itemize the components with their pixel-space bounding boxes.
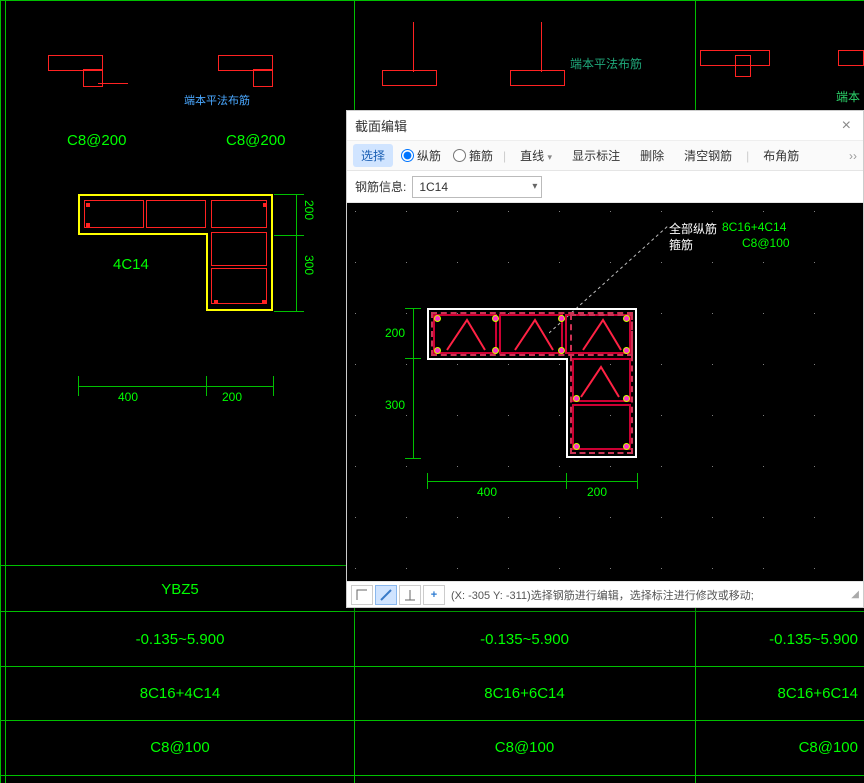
radio-stirrup-input[interactable]	[453, 149, 466, 162]
sb-btn-plus[interactable]: +	[423, 585, 445, 605]
dialog-toolbar: 选择 纵筋 箍筋 | 直线 ▾ 显示标注 删除 清空钢筋 | 布角筋 ››	[347, 141, 863, 171]
top-annot-5: 端本平法布筋	[570, 55, 642, 72]
radio-stirrup[interactable]: 箍筋	[453, 147, 493, 164]
dim-w2: 200	[222, 390, 242, 404]
delete-button[interactable]: 删除	[632, 144, 672, 167]
section-editor-canvas[interactable]: 全部纵筋 8C16+4C14 箍筋 C8@100	[347, 203, 863, 581]
legend-val1: 8C16+4C14	[722, 220, 786, 234]
tbl-r3c3: 8C16+6C14	[695, 668, 864, 718]
dialog-title: 截面编辑	[355, 116, 407, 135]
tbl-r4c1: C8@100	[6, 722, 354, 772]
bar-info-combo[interactable]: 1C14 ▾	[412, 176, 542, 198]
line-button[interactable]: 直线 ▾	[512, 144, 560, 167]
corner-bar-button[interactable]: 布角筋	[755, 144, 807, 167]
left-section-outline2	[78, 233, 208, 235]
radio-longitudinal-label: 纵筋	[417, 147, 441, 164]
dim-h2: 300	[302, 255, 316, 275]
dim-h1: 200	[302, 200, 316, 220]
bar-info-value: 1C14	[419, 180, 448, 194]
show-annot-button[interactable]: 显示标注	[564, 144, 628, 167]
legend-title: 全部纵筋	[669, 220, 717, 237]
section-label-4c14: 4C14	[113, 256, 149, 273]
sb-btn-1[interactable]	[351, 585, 373, 605]
dim-w1: 400	[118, 390, 138, 404]
toolbar-sep-1: |	[503, 149, 506, 163]
tbl-r1c1: YBZ5	[6, 568, 354, 610]
tbl-r4c2: C8@100	[354, 722, 695, 772]
tbl-r3c1: 8C16+4C14	[6, 668, 354, 718]
chevron-down-icon: ▾	[532, 181, 537, 192]
blue-annot-1: 端本平法布筋	[184, 92, 250, 108]
ed-dim-w2: 200	[587, 485, 607, 499]
label-c8-1: C8@200	[67, 132, 126, 149]
ed-dim-h1: 200	[385, 326, 405, 340]
dialog-statusbar: + (X: -305 Y: -311)选择钢筋进行编辑，选择标注进行修改或移动;…	[347, 581, 863, 607]
radio-stirrup-label: 箍筋	[469, 147, 493, 164]
section-outline-step	[427, 358, 568, 360]
top-annot-right: 端本	[836, 88, 860, 105]
toolbar-sep-2: |	[746, 149, 749, 163]
legend-val2: C8@100	[742, 236, 790, 250]
close-icon[interactable]: ×	[838, 117, 855, 135]
legend-sub: 箍筋	[669, 236, 693, 253]
tbl-r3c2: 8C16+6C14	[354, 668, 695, 718]
tbl-r2c1: -0.135~5.900	[6, 613, 354, 665]
bar-info-row: 钢筋信息: 1C14 ▾	[347, 171, 863, 203]
resize-grip-icon[interactable]: ◢	[851, 589, 859, 600]
tbl-r2c2: -0.135~5.900	[354, 613, 695, 665]
radio-longitudinal[interactable]: 纵筋	[401, 147, 441, 164]
select-button[interactable]: 选择	[353, 144, 393, 167]
section-editor-dialog: 截面编辑 × 选择 纵筋 箍筋 | 直线 ▾ 显示标注 删除 清空钢筋 | 布角…	[346, 110, 864, 608]
tbl-r4c3: C8@100	[695, 722, 864, 772]
bar-info-label: 钢筋信息:	[355, 178, 406, 195]
ed-dim-w1: 400	[477, 485, 497, 499]
tbl-r2c3: -0.135~5.900	[695, 613, 864, 665]
ed-dim-h2: 300	[385, 398, 405, 412]
sb-btn-2[interactable]	[375, 585, 397, 605]
sb-btn-3[interactable]	[399, 585, 421, 605]
label-c8-2: C8@200	[226, 132, 285, 149]
dialog-titlebar[interactable]: 截面编辑 ×	[347, 111, 863, 141]
clear-bar-button[interactable]: 清空钢筋	[676, 144, 740, 167]
radio-longitudinal-input[interactable]	[401, 149, 414, 162]
toolbar-more-icon[interactable]: ››	[849, 149, 857, 163]
status-text: (X: -305 Y: -311)选择钢筋进行编辑，选择标注进行修改或移动;	[451, 587, 754, 603]
